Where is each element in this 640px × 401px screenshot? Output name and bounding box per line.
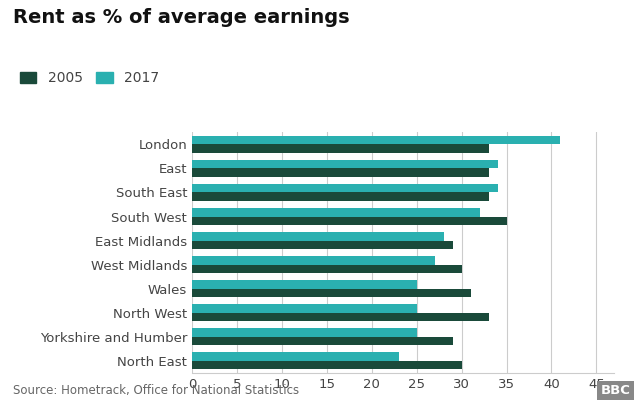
Bar bbox=[192, 241, 452, 249]
Bar bbox=[192, 361, 461, 369]
Bar bbox=[192, 168, 488, 177]
Bar bbox=[192, 328, 417, 337]
Bar bbox=[192, 192, 488, 201]
Legend: 2005, 2017: 2005, 2017 bbox=[20, 71, 159, 85]
Text: BBC: BBC bbox=[600, 384, 630, 397]
Text: Source: Hometrack, Office for National Statistics: Source: Hometrack, Office for National S… bbox=[13, 384, 299, 397]
Bar bbox=[192, 184, 497, 192]
Bar bbox=[192, 337, 452, 345]
Bar bbox=[192, 280, 417, 289]
Bar bbox=[192, 217, 506, 225]
Bar bbox=[192, 136, 561, 144]
Text: Rent as % of average earnings: Rent as % of average earnings bbox=[13, 8, 349, 27]
Bar bbox=[192, 256, 435, 265]
Bar bbox=[192, 265, 461, 273]
Bar bbox=[192, 352, 399, 361]
Bar bbox=[192, 208, 479, 217]
Bar bbox=[192, 160, 497, 168]
Bar bbox=[192, 144, 488, 153]
Bar bbox=[192, 289, 470, 297]
Bar bbox=[192, 232, 444, 241]
Bar bbox=[192, 304, 417, 313]
Bar bbox=[192, 313, 488, 321]
